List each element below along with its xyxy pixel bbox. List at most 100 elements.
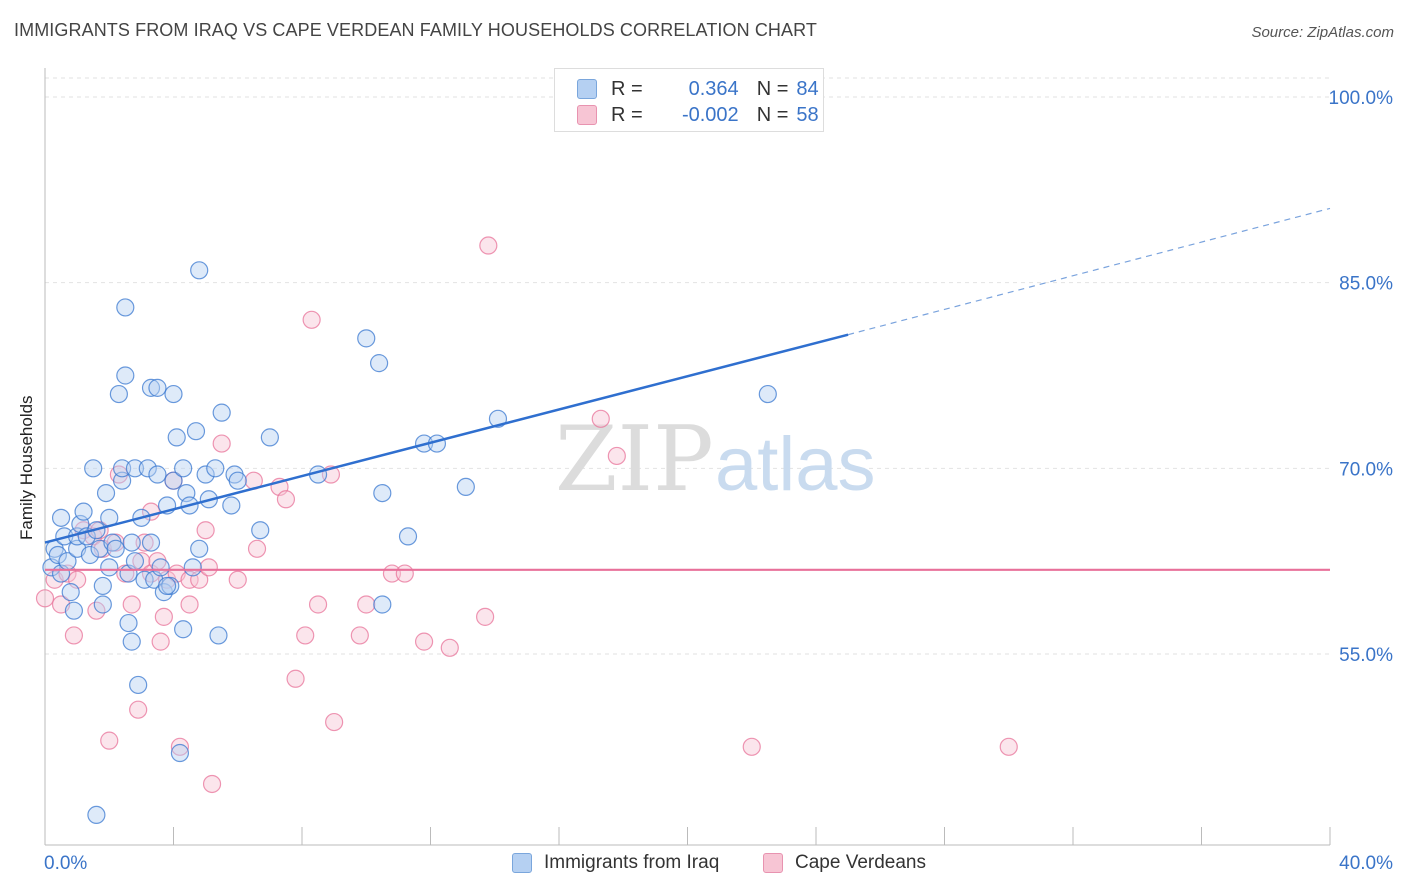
legend-n-label: N = — [756, 103, 789, 126]
legend-swatch-iraq — [577, 79, 597, 99]
watermark: ZIP atlas — [555, 407, 876, 512]
watermark-atlas: atlas — [715, 422, 876, 507]
point-iraq — [100, 558, 119, 577]
trendline-iraq — [44, 333, 849, 544]
point-cape-verdean — [414, 632, 434, 651]
point-iraq — [93, 576, 112, 596]
point-iraq — [51, 508, 71, 527]
point-iraq — [87, 805, 106, 825]
point-iraq — [112, 459, 132, 478]
point-iraq — [141, 378, 161, 397]
point-iraq — [148, 465, 167, 484]
legend-row-cape-verdean: R = -0.002 N = 58 — [577, 103, 819, 127]
point-iraq — [222, 496, 241, 515]
bottom-legend-label-iraq: Immigrants from Iraq — [544, 852, 720, 873]
legend-r-value: 0.364 — [688, 77, 739, 100]
point-iraq — [183, 558, 202, 577]
point-cape-verdean — [247, 539, 267, 558]
legend-swatch-cape-verdean — [577, 105, 597, 125]
point-iraq — [125, 552, 145, 571]
point-iraq — [164, 384, 183, 404]
point-iraq — [61, 583, 80, 602]
chart-title: IMMIGRANTS FROM IRAQ VS CAPE VERDEAN FAM… — [14, 20, 817, 40]
point-iraq — [80, 545, 100, 565]
point-cape-verdean — [35, 589, 55, 608]
point-cape-verdean — [100, 731, 119, 750]
point-iraq — [186, 422, 206, 441]
grid-layer — [45, 77, 1330, 655]
point-cape-verdean — [151, 632, 170, 651]
point-iraq — [151, 558, 170, 577]
point-iraq — [138, 459, 157, 478]
point-iraq — [174, 620, 193, 639]
point-iraq — [170, 743, 190, 763]
point-cape-verdean — [742, 737, 761, 756]
source-label: Source: ZipAtlas.com — [1251, 24, 1394, 41]
point-iraq — [174, 459, 193, 478]
point-cape-verdean — [135, 533, 154, 552]
watermark-zip: ZIP — [555, 407, 714, 512]
legend-n-value: 58 — [796, 103, 819, 126]
x-tick-label-min: 0.0% — [44, 853, 87, 874]
point-iraq — [164, 471, 183, 490]
legend-row-iraq: R = 0.364 N = 84 — [577, 77, 819, 101]
point-iraq — [122, 533, 141, 552]
point-cape-verdean — [395, 564, 414, 583]
points-layer — [35, 236, 1018, 825]
point-iraq — [93, 595, 112, 614]
y-tick-label: 55.0% — [1339, 645, 1393, 666]
point-cape-verdean — [154, 607, 173, 626]
legend: R = 0.364 N = 84 R = -0.002 N = 58 — [554, 68, 824, 132]
point-cape-verdean — [296, 626, 315, 645]
point-iraq — [758, 384, 777, 404]
point-iraq — [456, 477, 475, 496]
point-cape-verdean — [196, 521, 215, 540]
point-iraq — [260, 428, 279, 447]
point-cape-verdean — [350, 626, 369, 645]
point-iraq — [206, 459, 225, 478]
axes-layer — [44, 68, 1331, 846]
tick-labels: 100.0% 85.0% 70.0% 55.0% 0.0% 40.0% — [44, 88, 1393, 874]
point-iraq — [135, 570, 154, 589]
point-iraq — [119, 613, 138, 633]
point-iraq — [109, 384, 128, 404]
point-iraq — [167, 428, 186, 447]
point-iraq — [398, 527, 418, 546]
point-iraq — [48, 545, 67, 565]
trendline-iraq-projection — [847, 207, 1331, 336]
point-cape-verdean — [64, 626, 84, 645]
point-iraq — [373, 483, 392, 503]
point-iraq — [228, 471, 247, 490]
bottom-swatch-iraq — [512, 853, 532, 873]
point-iraq — [112, 471, 132, 490]
y-tick-label: 100.0% — [1329, 88, 1394, 109]
point-cape-verdean — [999, 737, 1018, 756]
trend-layer — [44, 207, 1331, 571]
point-iraq — [96, 483, 116, 503]
point-cape-verdean — [276, 490, 296, 509]
point-iraq — [106, 539, 125, 558]
point-iraq — [64, 601, 84, 620]
y-axis-label: Family Households — [17, 395, 36, 540]
point-iraq — [190, 539, 209, 558]
y-tick-label: 70.0% — [1339, 459, 1393, 480]
point-iraq — [196, 465, 215, 484]
point-cape-verdean — [308, 595, 328, 614]
bottom-legend-label-cape-verdean: Cape Verdeans — [795, 852, 926, 873]
point-iraq — [157, 576, 177, 596]
point-cape-verdean — [591, 409, 610, 428]
point-iraq — [122, 632, 141, 651]
point-iraq — [116, 298, 135, 317]
legend-n-label: N = — [756, 77, 789, 100]
point-iraq — [148, 378, 167, 397]
point-cape-verdean — [607, 446, 626, 466]
bottom-legend-iraq: Immigrants from Iraq — [512, 852, 719, 874]
bottom-swatch-cape-verdean — [763, 853, 783, 873]
legend-r-value: -0.002 — [681, 103, 739, 126]
point-iraq — [357, 329, 376, 348]
point-cape-verdean — [170, 737, 190, 756]
point-cape-verdean — [476, 607, 495, 626]
point-iraq — [251, 521, 270, 540]
point-cape-verdean — [302, 310, 321, 329]
